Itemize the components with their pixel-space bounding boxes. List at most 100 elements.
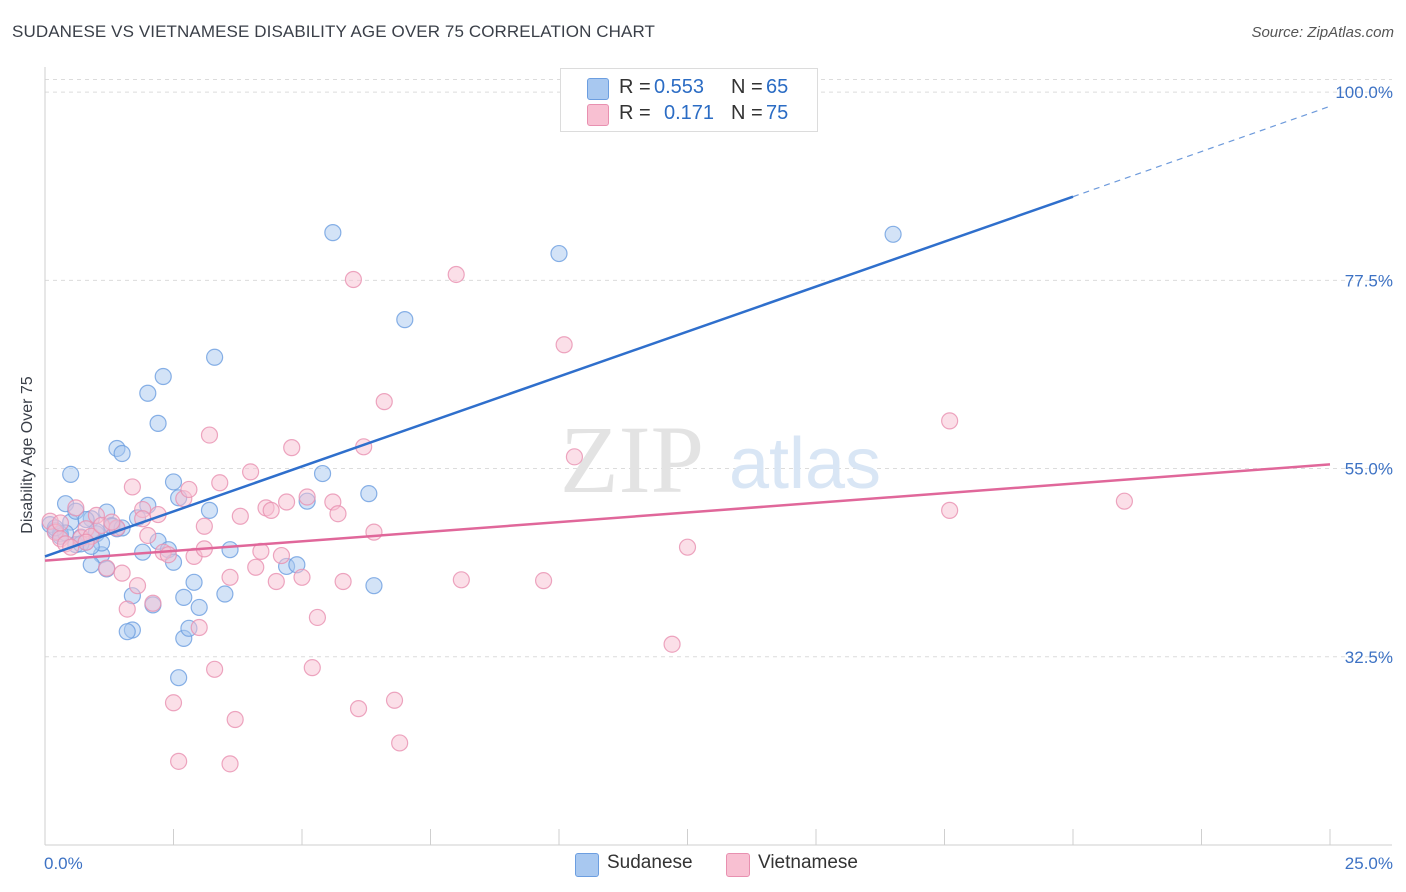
point-vietnamese (267, 572, 285, 591)
point-vietnamese (941, 412, 959, 430)
point-sudanese (118, 623, 136, 641)
point-vietnamese (447, 265, 465, 284)
point-sudanese (360, 485, 378, 503)
r-value: 0.171 (664, 102, 715, 124)
legend-label-sudanese: Sudanese (607, 852, 693, 873)
point-vietnamese (293, 568, 311, 586)
x-tick-label-min: 0.0% (44, 854, 83, 873)
point-vietnamese (98, 559, 116, 577)
correlation-stats-box: R = 0.553 N = 65 R = 0.171 N = 75 (560, 68, 818, 132)
point-vietnamese (329, 505, 347, 523)
point-vietnamese (391, 734, 409, 752)
point-sudanese (164, 473, 183, 491)
point-sudanese (324, 224, 342, 242)
point-vietnamese (365, 523, 383, 541)
stats-swatch-vietnamese (587, 104, 609, 126)
point-vietnamese (200, 426, 219, 444)
point-vietnamese (242, 463, 260, 481)
point-sudanese (154, 367, 172, 386)
point-vietnamese (231, 507, 249, 525)
point-vietnamese (247, 558, 265, 576)
point-vietnamese (1115, 492, 1134, 510)
axes (44, 67, 1392, 846)
point-vietnamese (221, 568, 239, 586)
point-vietnamese (144, 594, 162, 612)
point-vietnamese (344, 270, 362, 289)
point-vietnamese (349, 700, 368, 718)
point-sudanese (313, 464, 332, 483)
point-vietnamese (678, 538, 697, 556)
point-vietnamese (452, 571, 470, 589)
point-sudanese (185, 573, 203, 591)
watermark-atlas: atlas (729, 424, 881, 504)
point-vietnamese (283, 439, 301, 457)
watermark: ZIP atlas (560, 406, 881, 513)
legend-item-vietnamese[interactable]: Vietnamese (726, 850, 876, 878)
point-vietnamese (211, 474, 229, 492)
y-tick-label: 32.5% (1345, 648, 1393, 667)
point-vietnamese (67, 499, 85, 517)
point-vietnamese (555, 336, 573, 354)
point-sudanese (113, 444, 131, 463)
stats-swatch-sudanese (587, 78, 609, 100)
point-vietnamese (123, 478, 141, 496)
point-sudanese (149, 414, 167, 432)
trend-extension-sudanese (1072, 105, 1331, 198)
point-vietnamese (118, 600, 136, 618)
point-vietnamese (113, 564, 131, 582)
point-sudanese (221, 541, 239, 559)
point-vietnamese (941, 501, 959, 519)
r-label: R = (619, 76, 651, 98)
r-value: 0.553 (654, 76, 705, 98)
gridlines (45, 79, 1392, 658)
point-vietnamese (164, 694, 183, 712)
point-vietnamese (159, 546, 177, 564)
point-vietnamese (534, 572, 553, 590)
y-axis-label: Disability Age Over 75 (19, 376, 36, 534)
point-vietnamese (308, 608, 327, 627)
n-value: 75 (766, 102, 789, 124)
source-label: Source: ZipAtlas.com (1251, 24, 1394, 41)
r-label: R = (619, 102, 651, 124)
data-points (41, 224, 1134, 773)
point-sudanese (139, 384, 157, 402)
watermark-zip: ZIP (560, 406, 704, 513)
point-sudanese (190, 598, 208, 617)
point-vietnamese (128, 577, 147, 595)
point-vietnamese (195, 517, 213, 535)
point-vietnamese (334, 572, 352, 591)
chart-title: SUDANESE VS VIETNAMESE DISABILITY AGE OV… (12, 22, 656, 41)
y-tick-label: 77.5% (1345, 271, 1393, 290)
point-sudanese (884, 225, 902, 243)
n-label: N = (731, 102, 763, 124)
point-vietnamese (298, 488, 316, 506)
tick-labels: 32.5% 55.0% 77.5% 100.0% 0.0% 25.0% (44, 83, 1393, 873)
point-vietnamese (565, 448, 584, 466)
point-sudanese (200, 501, 219, 519)
point-vietnamese (226, 710, 244, 729)
n-label: N = (731, 76, 763, 98)
point-vietnamese (262, 501, 280, 519)
trend-lines (44, 105, 1331, 562)
stats-row-vietnamese: R = 0.171 N = 75 (561, 101, 817, 129)
point-vietnamese (277, 493, 296, 511)
stats-row-sudanese: R = 0.553 N = 65 (561, 75, 817, 103)
point-sudanese (206, 348, 224, 366)
trend-line-vietnamese (44, 463, 1331, 562)
point-vietnamese (51, 514, 70, 532)
point-sudanese (170, 669, 188, 687)
point-sudanese (216, 585, 234, 603)
point-vietnamese (180, 480, 198, 499)
point-sudanese (175, 588, 193, 606)
point-sudanese (365, 577, 383, 595)
legend-label-vietnamese: Vietnamese (758, 852, 858, 873)
y-tick-label: 100.0% (1335, 83, 1393, 102)
n-value: 65 (766, 76, 789, 98)
legend-item-sudanese[interactable]: Sudanese (575, 850, 705, 878)
point-vietnamese (375, 393, 393, 411)
point-sudanese (82, 556, 100, 574)
point-vietnamese (170, 752, 188, 770)
point-vietnamese (303, 659, 321, 677)
point-vietnamese (221, 755, 239, 773)
